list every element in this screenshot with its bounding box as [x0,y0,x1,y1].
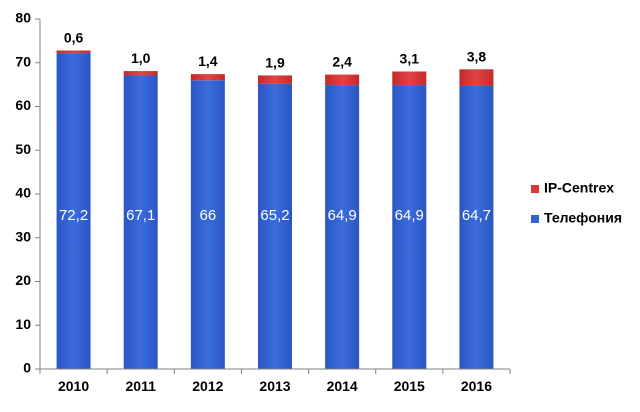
legend-label-ipcentrex: IP-Centrex [544,180,614,196]
y-tick-label-0: 0 [23,360,31,376]
data-label-ipcentrex-2011: 1,0 [131,50,151,66]
bar-telephony-2016 [459,85,494,369]
data-label-ipcentrex-2010: 0,6 [64,30,84,46]
x-tick-label-2012: 2012 [192,378,223,394]
y-tick-label-80: 80 [15,10,31,26]
y-tick-label-20: 20 [15,272,31,288]
data-label-telephony-2014: 64,9 [328,207,357,224]
data-label-ipcentrex-2013: 1,9 [265,54,285,70]
data-label-telephony-2013: 65,2 [260,207,289,224]
data-label-ipcentrex-2016: 3,8 [467,48,487,64]
y-tick-label-70: 70 [15,53,31,69]
x-tick-label-2016: 2016 [461,378,492,394]
y-tick-label-30: 30 [15,228,31,244]
bars-group [56,50,494,369]
data-label-telephony-2012: 66 [200,207,217,224]
bar-telephony-2015 [392,85,427,369]
bar-telephony-2011 [123,75,158,369]
x-tick-label-2015: 2015 [394,378,425,394]
bar-ipcentrex-2015 [392,71,427,86]
data-label-telephony-2010: 72,2 [59,207,88,224]
x-tick-label-2014: 2014 [327,378,358,394]
data-label-ipcentrex-2014: 2,4 [332,54,352,70]
bar-ipcentrex-2013 [258,75,292,84]
bar-ipcentrex-2011 [123,71,158,76]
bar-telephony-2012 [190,80,225,369]
legend: IP-Centrex Телефония [531,180,622,226]
y-tick-label-60: 60 [15,97,31,113]
x-tick-label-2013: 2013 [259,378,290,394]
data-label-ipcentrex-2012: 1,4 [198,53,218,69]
legend-swatch-telephony [531,215,539,223]
y-tick-label-40: 40 [15,185,31,201]
bar-ipcentrex-2014 [325,74,360,86]
bar-ipcentrex-2010 [56,50,91,54]
data-label-telephony-2015: 64,9 [395,207,424,224]
bar-ipcentrex-2016 [459,69,494,86]
bar-telephony-2013 [258,83,292,369]
y-tick-label-50: 50 [15,141,31,157]
data-label-telephony-2011: 67,1 [126,207,155,224]
value-labels-group: 72,2 0,6 67,1 1,0 66 1,4 65,2 1,9 64,9 2,4 64,9 3,1… [59,30,491,224]
legend-swatch-ipcentrex [531,185,539,193]
y-tick-label-10: 10 [15,316,31,332]
data-label-telephony-2016: 64,7 [462,207,491,224]
x-tick-label-2011: 2011 [126,378,157,394]
bar-telephony-2014 [325,85,360,369]
x-tick-label-2010: 2010 [58,378,89,394]
legend-label-telephony: Телефония [544,210,622,226]
bar-telephony-2010 [56,53,91,369]
data-label-ipcentrex-2015: 3,1 [400,51,420,67]
bar-ipcentrex-2012 [190,74,225,81]
axes-group: 2010 2011 2012 2013 2014 2015 2016 0 10 20 30 40 50 6… [15,10,511,394]
